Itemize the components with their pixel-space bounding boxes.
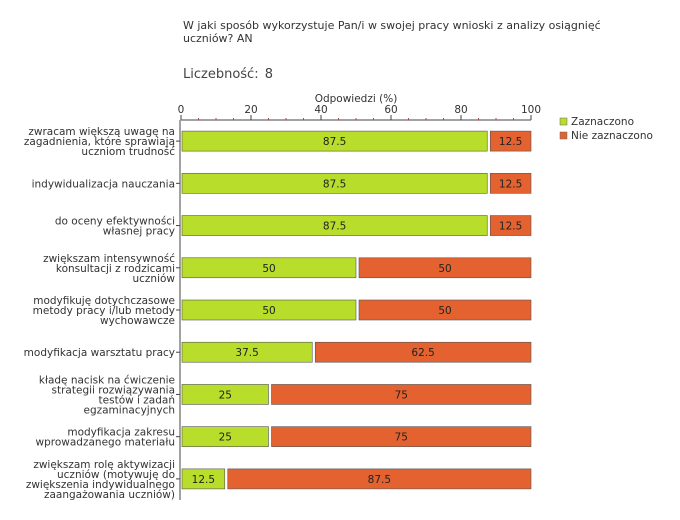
bar-nie-zaznaczono <box>489 130 532 152</box>
category-label: uczniów (motywuję do <box>57 469 175 481</box>
legend-swatch <box>559 131 568 140</box>
category-label: zagadnienia, które sprawiają <box>24 136 175 148</box>
category-label: modyfikuję dotychczasowe <box>33 295 175 307</box>
category-label: metody pracy i/lub metody <box>33 305 175 317</box>
category-label: indywidualizacja nauczania <box>32 178 175 190</box>
data-label-zaznaczono: 37.5 <box>235 347 258 359</box>
category-label: zwiększam rolę aktywizacji <box>33 459 175 471</box>
data-label-nie-zaznaczono: 62.5 <box>411 347 434 359</box>
bar-nie-zaznaczono <box>314 341 532 363</box>
data-label-zaznaczono: 25 <box>219 432 232 444</box>
x-tick-label: 60 <box>384 104 397 116</box>
count-label: Liczebność: 8 <box>181 67 273 82</box>
category-label: modyfikacja zakresu <box>67 427 175 439</box>
x-tick-label: 40 <box>314 104 327 116</box>
data-label-zaznaczono: 50 <box>262 305 275 317</box>
bar-zaznaczono <box>181 426 269 447</box>
data-label-zaznaczono: 87.5 <box>323 221 346 233</box>
bar-zaznaczono <box>181 257 357 279</box>
category-label: uczniom trudność <box>81 146 175 158</box>
legend-label: Zaznaczono <box>571 116 634 128</box>
data-label-nie-zaznaczono: 12.5 <box>499 221 522 233</box>
chart-title: W jaki sposób wykorzystuje Pan/i w swoje… <box>183 19 601 45</box>
category-label: wprowadzanego materiału <box>36 437 175 449</box>
category-label: strategii rozwiązywania <box>52 384 175 396</box>
category-label: egzaminacyjnych <box>83 404 175 416</box>
data-label-nie-zaznaczono: 75 <box>395 389 408 401</box>
bar-nie-zaznaczono <box>271 384 532 405</box>
count-value: 8 <box>264 67 273 82</box>
bar-zaznaczono <box>181 341 313 363</box>
bar-nie-zaznaczono <box>489 173 532 194</box>
category-label: do oceny efektywności <box>55 216 175 228</box>
data-label-nie-zaznaczono: 75 <box>395 432 408 444</box>
data-label-nie-zaznaczono: 12.5 <box>499 178 522 190</box>
category-label: własnej pracy <box>103 226 175 238</box>
bar-zaznaczono <box>181 299 357 321</box>
bar-nie-zaznaczono <box>358 299 532 321</box>
bar-zaznaczono <box>181 173 488 194</box>
data-label-zaznaczono: 87.5 <box>323 178 346 190</box>
bar-nie-zaznaczono <box>489 215 532 236</box>
category-label: zwracam większą uwagę na <box>28 126 175 138</box>
data-label-nie-zaznaczono: 50 <box>438 263 451 275</box>
category-label: wychowawcze <box>100 315 175 327</box>
data-label-nie-zaznaczono: 50 <box>438 305 451 317</box>
category-label: testów i zadań <box>99 394 175 406</box>
bar-zaznaczono <box>181 215 488 236</box>
data-label-zaznaczono: 12.5 <box>192 474 215 486</box>
category-label: kładę nacisk na ćwiczenie <box>39 374 175 386</box>
category-label: zwiększenia indywidualnego <box>26 479 175 491</box>
category-label: konsultacji z rodzicami <box>56 263 175 275</box>
category-label: zwiększam intensywność <box>43 253 175 265</box>
category-label: modyfikacja warsztatu pracy <box>24 347 175 359</box>
x-tick-label: 80 <box>454 104 467 116</box>
data-label-nie-zaznaczono: 87.5 <box>368 474 391 486</box>
data-label-nie-zaznaczono: 12.5 <box>499 136 522 148</box>
bar-zaznaczono <box>181 130 488 152</box>
data-label-zaznaczono: 25 <box>219 389 232 401</box>
category-label: zaangażowania uczniów) <box>44 489 175 501</box>
bar-nie-zaznaczono <box>358 257 532 279</box>
bar-zaznaczono <box>181 384 269 405</box>
x-axis-title: Odpowiedzi (%) <box>315 93 398 105</box>
bar-nie-zaznaczono <box>271 426 532 447</box>
legend-label: Nie zaznaczono <box>571 130 653 142</box>
x-tick-label: 20 <box>244 104 257 116</box>
legend-swatch <box>559 117 568 126</box>
bar-nie-zaznaczono <box>227 468 532 490</box>
category-label: uczniów <box>132 273 175 285</box>
x-tick-label: 0 <box>178 104 185 116</box>
data-label-zaznaczono: 87.5 <box>323 136 346 148</box>
x-tick-label: 100 <box>521 104 541 116</box>
bar-zaznaczono <box>181 468 226 490</box>
data-label-zaznaczono: 50 <box>262 263 275 275</box>
count-label-text: Liczebność: <box>183 67 259 82</box>
